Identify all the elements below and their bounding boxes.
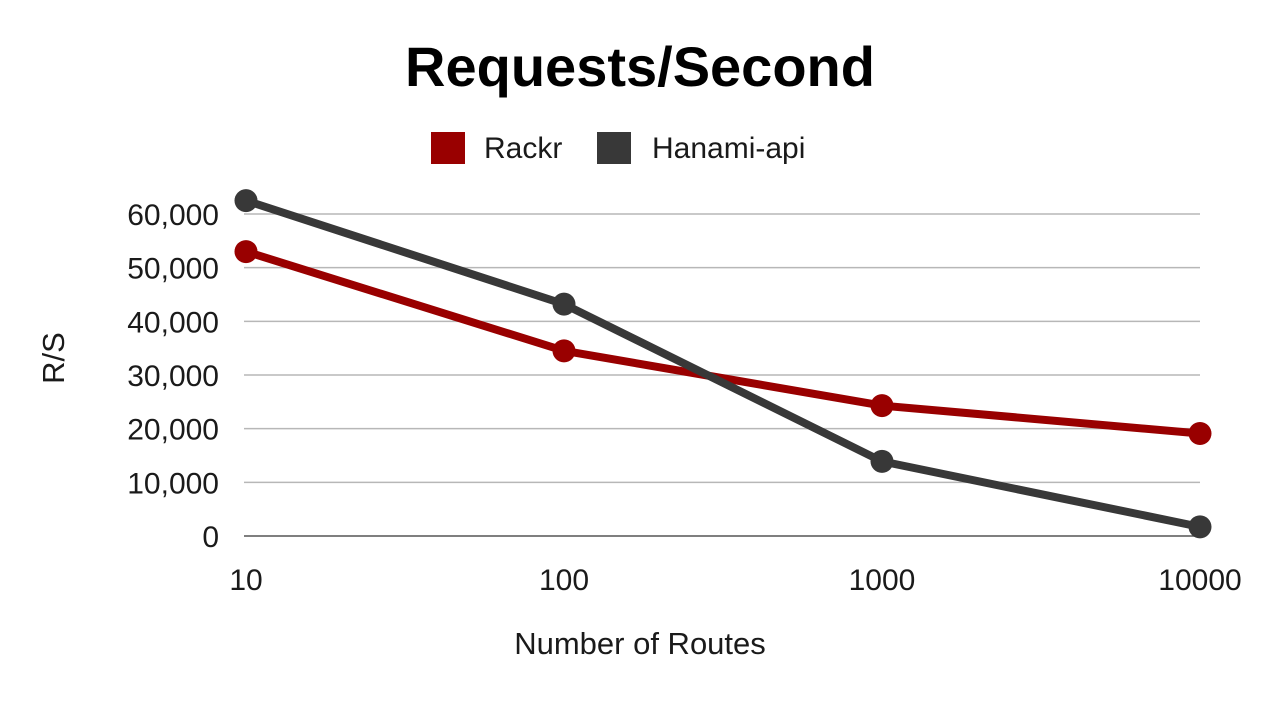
y-tick-label: 10,000 bbox=[127, 467, 219, 500]
y-tick-label: 40,000 bbox=[127, 306, 219, 339]
y-axis-ticks: 0 10,000 20,000 30,000 40,000 50,000 60,000 bbox=[127, 199, 219, 554]
y-axis-label: R/S bbox=[36, 332, 71, 384]
gridlines bbox=[244, 213, 1200, 537]
chart-title: Requests/Second bbox=[405, 35, 875, 98]
legend-swatch-rackr bbox=[431, 132, 465, 164]
data-point-rackr bbox=[870, 394, 894, 418]
data-point-rackr bbox=[552, 339, 576, 363]
y-tick-label: 30,000 bbox=[127, 360, 219, 393]
legend-label-hanami-api: Hanami-api bbox=[652, 132, 805, 165]
data-point-hanami-api bbox=[234, 189, 258, 213]
legend-label-rackr: Rackr bbox=[484, 132, 562, 165]
series-line-rackr bbox=[242, 247, 1204, 438]
x-tick-label: 1000 bbox=[849, 564, 916, 597]
data-point-hanami-api bbox=[1188, 515, 1212, 539]
x-tick-label: 10 bbox=[229, 564, 262, 597]
series bbox=[234, 189, 1212, 539]
y-tick-label: 60,000 bbox=[127, 199, 219, 232]
y-tick-label: 0 bbox=[202, 521, 219, 554]
data-point-hanami-api bbox=[870, 449, 894, 473]
x-axis-label: Number of Routes bbox=[514, 626, 766, 661]
series-line-hanami-api bbox=[242, 196, 1204, 531]
y-tick-label: 20,000 bbox=[127, 414, 219, 447]
x-tick-label: 10000 bbox=[1158, 564, 1241, 597]
legend: Rackr Hanami-api bbox=[431, 132, 805, 165]
legend-swatch-hanami-api bbox=[597, 132, 631, 164]
x-tick-label: 100 bbox=[539, 564, 589, 597]
data-point-hanami-api bbox=[552, 292, 576, 316]
x-axis-ticks: 10 100 1000 10000 bbox=[229, 564, 1241, 597]
data-point-rackr bbox=[234, 240, 258, 264]
y-tick-label: 50,000 bbox=[127, 253, 219, 286]
data-point-rackr bbox=[1188, 421, 1212, 445]
